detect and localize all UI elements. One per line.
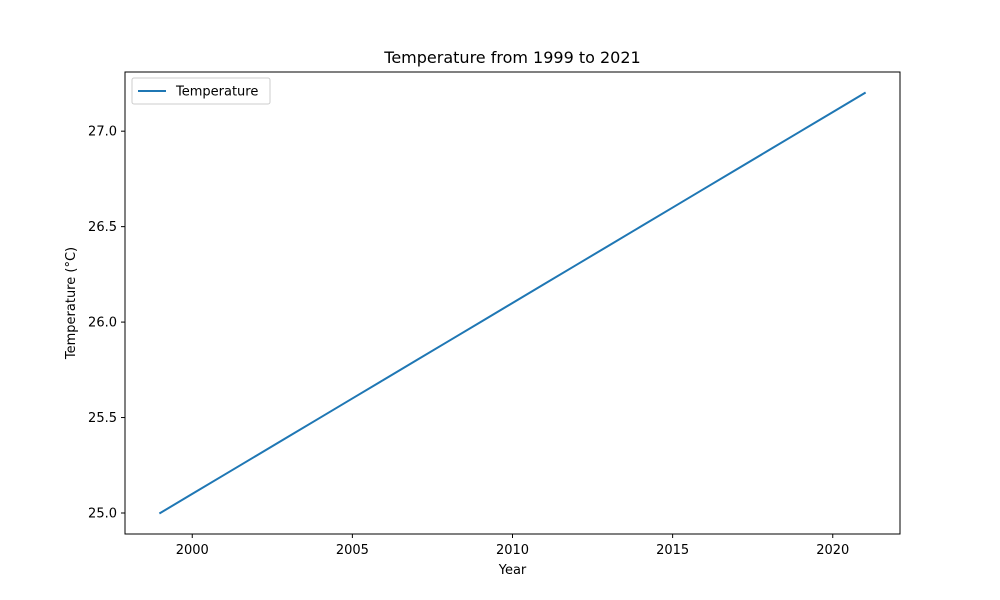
series-line-temperature xyxy=(158,91,867,515)
x-tick-label: 2020 xyxy=(816,543,849,558)
y-tick-label: 25.0 xyxy=(88,507,117,522)
y-tick-label: 27.0 xyxy=(88,125,117,140)
y-tick-label: 25.5 xyxy=(88,411,117,426)
y-tick-label: 26.0 xyxy=(88,316,117,331)
x-tick-label: 2000 xyxy=(176,543,209,558)
y-axis-label: Temperature (°C) xyxy=(64,247,79,360)
x-tick-label: 2005 xyxy=(336,543,369,558)
y-tick-label: 26.5 xyxy=(88,220,117,235)
x-tick-label: 2015 xyxy=(656,543,689,558)
series-layer xyxy=(158,91,867,515)
y-axis-ticks: 25.0 25.5 26.0 26.5 27.0 xyxy=(88,125,125,522)
x-axis-ticks: 2000 2005 2010 2015 2020 xyxy=(176,534,849,558)
legend: Temperature xyxy=(131,77,271,105)
chart-title: Temperature from 1999 to 2021 xyxy=(383,48,640,67)
x-axis-label: Year xyxy=(498,563,527,578)
legend-box xyxy=(131,77,271,105)
x-tick-label: 2010 xyxy=(496,543,529,558)
legend-label-temperature: Temperature xyxy=(175,85,258,100)
